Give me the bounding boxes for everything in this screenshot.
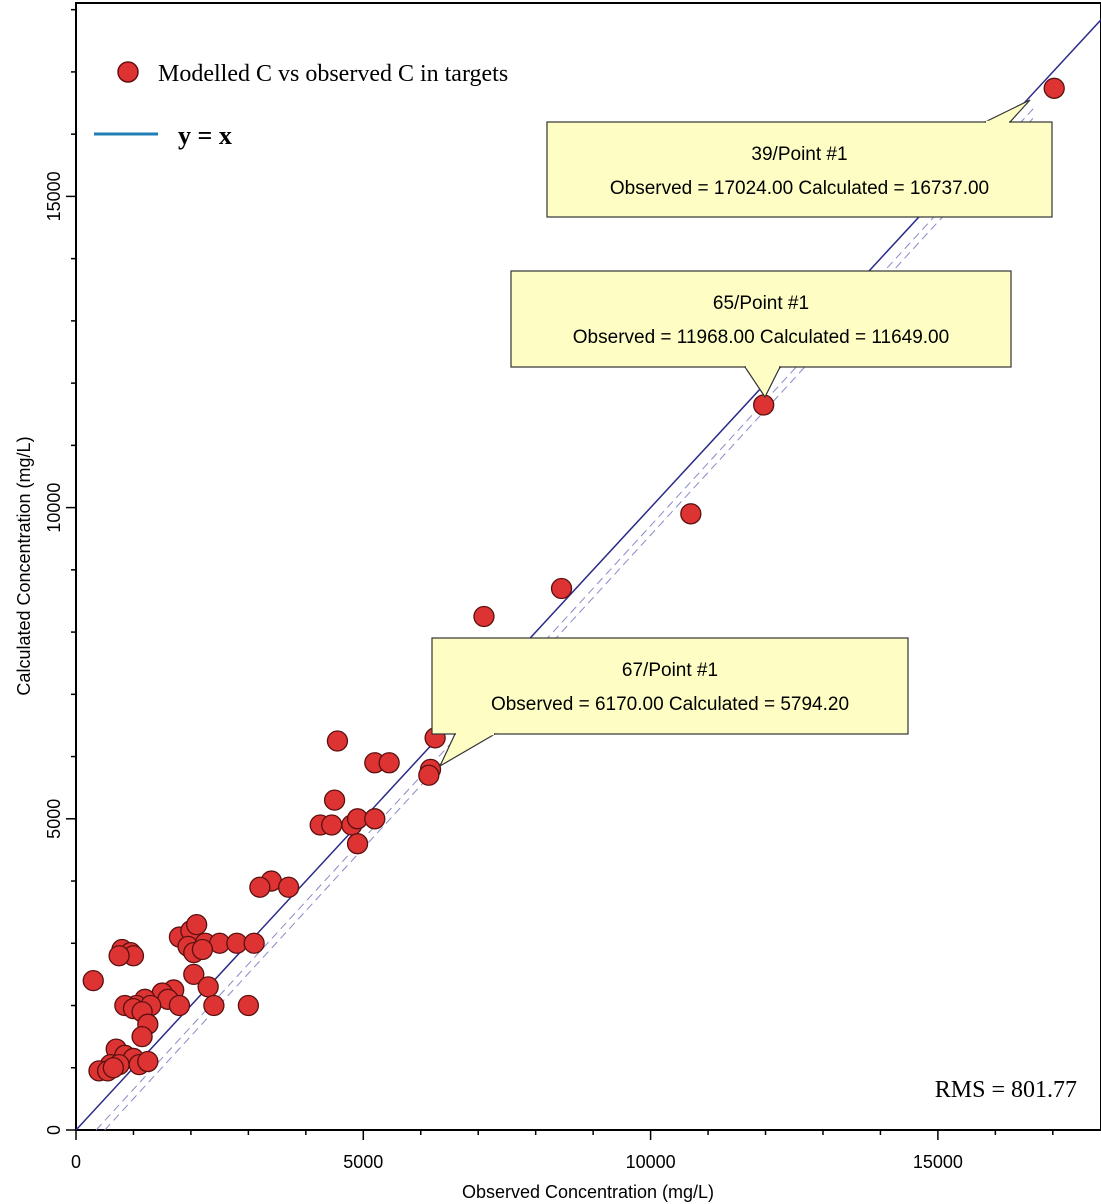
callout-title: 65/Point #1 bbox=[713, 293, 809, 314]
x-tick-label: 0 bbox=[71, 1152, 81, 1172]
y-tick-label: 10000 bbox=[44, 483, 64, 533]
callout-text: Observed = 17024.00 Calculated = 16737.0… bbox=[610, 178, 989, 199]
data-point bbox=[418, 764, 440, 786]
data-point bbox=[346, 833, 369, 855]
data-point bbox=[550, 577, 573, 600]
data-point bbox=[321, 814, 343, 836]
legend-marker-circle-icon bbox=[117, 61, 139, 83]
callout-3: 67/Point #1 Observed = 6170.00 Calculated… bbox=[431, 637, 909, 768]
callout-text: Observed = 11968.00 Calculated = 11649.0… bbox=[573, 327, 949, 348]
data-point bbox=[323, 789, 346, 811]
data-point bbox=[249, 876, 271, 898]
data-point bbox=[183, 963, 205, 986]
callout-title: 39/Point #1 bbox=[751, 144, 847, 165]
y-axis: 0 5000 10000 15000 bbox=[44, 8, 76, 1135]
callout-1: 39/Point #1 Observed = 17024.00 Calculate… bbox=[546, 99, 1053, 218]
x-axis: 0 5000 10000 15000 bbox=[71, 1130, 1054, 1172]
data-point bbox=[168, 994, 191, 1017]
callout-text: Observed = 6170.00 Calculated = 5794.20 bbox=[491, 694, 849, 715]
data-point bbox=[753, 394, 775, 416]
data-point bbox=[237, 994, 260, 1017]
x-tick-label: 15000 bbox=[913, 1152, 963, 1172]
data-point bbox=[326, 730, 349, 752]
legend-label-reference: y = x bbox=[178, 121, 232, 150]
annotations: 39/Point #1 Observed = 17024.00 Calculate… bbox=[431, 99, 1053, 768]
callout-box bbox=[546, 121, 1053, 218]
data-point bbox=[680, 503, 702, 525]
y-tick-label: 5000 bbox=[44, 799, 64, 839]
data-point bbox=[473, 605, 495, 628]
data-point bbox=[131, 1025, 153, 1048]
data-point bbox=[203, 994, 225, 1017]
data-point bbox=[191, 938, 214, 961]
callout-box bbox=[431, 637, 909, 735]
data-point bbox=[137, 1050, 159, 1073]
y-tick-label: 0 bbox=[44, 1125, 64, 1135]
data-point bbox=[364, 808, 386, 830]
x-tick-label: 5000 bbox=[343, 1152, 383, 1172]
rms-label: RMS = 801.77 bbox=[935, 1077, 1077, 1103]
callout-2: 65/Point #1 Observed = 11968.00 Calculate… bbox=[510, 270, 1012, 399]
data-point bbox=[82, 969, 104, 992]
callout-title: 67/Point #1 bbox=[622, 660, 718, 681]
data-point bbox=[108, 945, 130, 967]
legend: Modelled C vs observed C in targets y = … bbox=[94, 61, 508, 150]
x-tick-label: 10000 bbox=[626, 1152, 676, 1172]
callout-box bbox=[510, 270, 1012, 368]
data-point bbox=[378, 752, 400, 774]
y-axis-label: Calculated Concentration (mg/L) bbox=[14, 436, 34, 695]
data-point bbox=[186, 913, 208, 936]
data-points bbox=[82, 77, 1065, 1082]
data-point bbox=[243, 932, 265, 954]
x-axis-label: Observed Concentration (mg/L) bbox=[462, 1182, 714, 1202]
data-point bbox=[1043, 77, 1065, 99]
data-point bbox=[197, 976, 219, 998]
y-tick-label: 15000 bbox=[44, 171, 64, 221]
data-point bbox=[102, 1057, 124, 1079]
data-point bbox=[277, 876, 300, 898]
legend-label-series: Modelled C vs observed C in targets bbox=[158, 61, 508, 87]
